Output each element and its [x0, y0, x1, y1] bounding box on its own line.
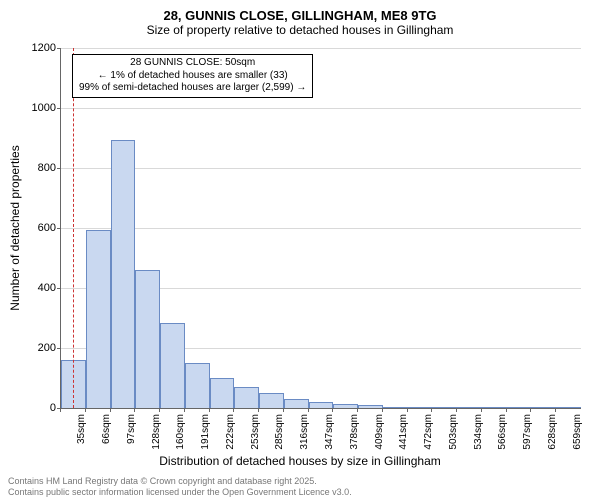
x-tick-label: 534sqm: [473, 414, 484, 450]
histogram-bar: [111, 140, 136, 409]
footer-line-1: Contains HM Land Registry data © Crown c…: [8, 476, 352, 487]
histogram-bar: [86, 230, 111, 409]
histogram-bar: [284, 399, 309, 408]
histogram-bar: [135, 270, 160, 408]
x-tick-label: 597sqm: [522, 414, 533, 450]
y-tick-label: 0: [6, 402, 56, 414]
x-tick-label: 253sqm: [250, 414, 261, 450]
x-tick-label: 66sqm: [101, 414, 112, 444]
title-main: 28, GUNNIS CLOSE, GILLINGHAM, ME8 9TG: [0, 0, 600, 23]
gridline: [61, 108, 581, 109]
histogram-bar: [259, 393, 284, 408]
y-tick-label: 800: [6, 162, 56, 174]
x-tick-label: 566sqm: [497, 414, 508, 450]
x-tick-label: 441sqm: [398, 414, 409, 450]
x-tick-label: 97sqm: [126, 414, 137, 444]
x-tick-label: 285sqm: [274, 414, 285, 450]
x-tick-label: 222sqm: [225, 414, 236, 450]
footer: Contains HM Land Registry data © Crown c…: [8, 476, 352, 498]
footer-line-2: Contains public sector information licen…: [8, 487, 352, 498]
gridline: [61, 168, 581, 169]
chart-container: 28, GUNNIS CLOSE, GILLINGHAM, ME8 9TG Si…: [0, 0, 600, 500]
annotation-line-2: ← 1% of detached houses are smaller (33): [79, 70, 306, 83]
x-tick-label: 347sqm: [324, 414, 335, 450]
y-tick-label: 200: [6, 342, 56, 354]
annotation-line-1: 28 GUNNIS CLOSE: 50sqm: [79, 57, 306, 70]
x-axis-label: Distribution of detached houses by size …: [0, 454, 600, 468]
x-tick-label: 191sqm: [200, 414, 211, 450]
y-tick-label: 1200: [6, 42, 56, 54]
y-tick-area: 020040060080010001200: [0, 48, 60, 408]
x-tick-label: 378sqm: [349, 414, 360, 450]
histogram-bar: [234, 387, 259, 408]
plot-area: [60, 48, 581, 409]
x-tick-label: 409sqm: [374, 414, 385, 450]
annotation-line-3: 99% of semi-detached houses are larger (…: [79, 82, 306, 95]
y-tick-label: 400: [6, 282, 56, 294]
x-tick-label: 472sqm: [423, 414, 434, 450]
annotation-box: 28 GUNNIS CLOSE: 50sqm ← 1% of detached …: [72, 54, 313, 98]
title-sub: Size of property relative to detached ho…: [0, 23, 600, 41]
gridline: [61, 228, 581, 229]
y-tick-label: 1000: [6, 102, 56, 114]
histogram-bar: [185, 363, 210, 408]
x-tick-label: 128sqm: [151, 414, 162, 450]
x-tick-label: 503sqm: [448, 414, 459, 450]
reference-line: [73, 48, 74, 408]
x-tick-area: 35sqm 66sqm 97sqm 128sqm 160sqm 191sqm 222sqm 2…: [60, 408, 580, 456]
x-tick-label: 160sqm: [175, 414, 186, 450]
x-tick-label: 659sqm: [572, 414, 583, 450]
histogram-bar: [210, 378, 235, 408]
gridline: [61, 48, 581, 49]
histogram-bar: [160, 323, 185, 409]
x-tick-label: 35sqm: [76, 414, 87, 444]
y-tick-label: 600: [6, 222, 56, 234]
x-tick-label: 628sqm: [547, 414, 558, 450]
x-tick-label: 316sqm: [299, 414, 310, 450]
